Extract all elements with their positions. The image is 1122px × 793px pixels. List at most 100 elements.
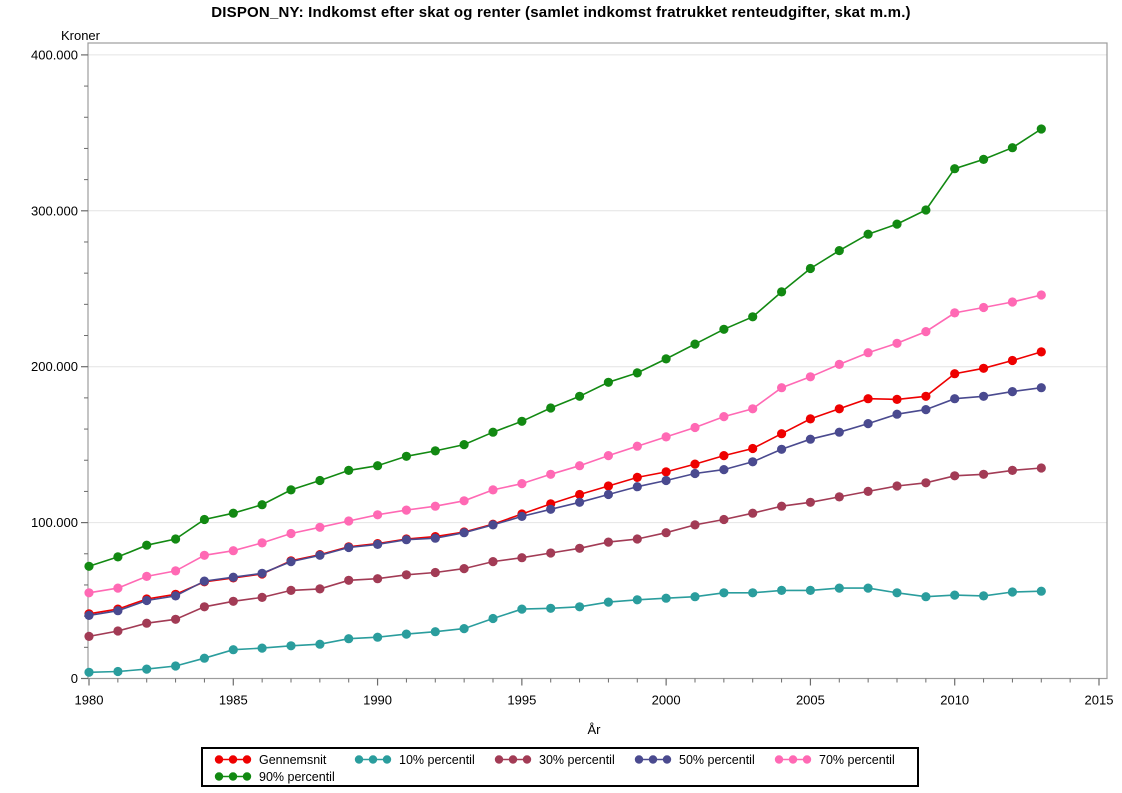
data-point-90-percentil	[286, 485, 296, 495]
data-point-50-percentil	[257, 568, 267, 578]
data-point-30-percentil	[719, 514, 729, 525]
series-line-10-percentil	[88, 587, 1042, 674]
series-50-percentil	[84, 383, 1046, 621]
data-point-90-percentil	[892, 219, 902, 229]
legend-label: 90% percentil	[259, 769, 335, 784]
data-point-10-percentil	[575, 602, 585, 612]
data-point-70-percentil	[84, 588, 94, 598]
data-point-30-percentil	[1007, 465, 1018, 475]
data-point-90-percentil	[632, 368, 642, 378]
data-point-30-percentil	[257, 592, 267, 603]
data-point-50-percentil	[546, 504, 556, 514]
data-point-90-percentil	[1036, 124, 1046, 134]
data-point-90-percentil	[401, 451, 411, 461]
data-point-50-percentil	[834, 427, 844, 437]
data-point-50-percentil	[921, 405, 931, 415]
data-point-10-percentil	[171, 661, 181, 671]
y-axis-title: Kroner	[60, 28, 100, 43]
data-point-90-percentil	[834, 246, 844, 256]
data-point-10-percentil	[373, 632, 383, 642]
data-point-10-percentil	[863, 583, 873, 593]
series-10-percentil	[84, 583, 1046, 677]
data-point-90-percentil	[661, 354, 671, 364]
data-point-50-percentil	[286, 557, 296, 567]
y-tick-label: 200.000	[31, 359, 78, 374]
data-point-70-percentil	[199, 550, 209, 560]
data-point-50-percentil	[950, 394, 960, 404]
data-point-70-percentil	[142, 571, 152, 582]
x-tick-label: 1980	[75, 693, 104, 708]
data-point-gennemsnit	[632, 472, 642, 482]
x-tick-label: 1985	[219, 693, 248, 708]
legend-row-1: Gennemsnit 10% percentil 30% percentil 50% …	[213, 751, 917, 768]
data-point-30-percentil	[863, 486, 873, 496]
legend-row-2: 90% percentil	[213, 768, 917, 785]
data-point-30-percentil	[575, 543, 585, 553]
data-point-10-percentil	[719, 588, 729, 598]
data-point-gennemsnit	[863, 394, 873, 404]
data-point-90-percentil	[142, 540, 152, 550]
data-point-10-percentil	[777, 585, 787, 596]
data-point-90-percentil	[84, 561, 94, 571]
data-point-30-percentil	[344, 575, 354, 585]
data-point-90-percentil	[546, 403, 556, 413]
data-point-50-percentil	[748, 457, 758, 467]
data-point-30-percentil	[921, 478, 931, 488]
data-point-90-percentil	[863, 229, 873, 239]
data-point-50-percentil	[84, 610, 94, 621]
x-tick-label: 2000	[652, 693, 681, 708]
data-point-70-percentil	[892, 338, 902, 348]
legend-item-10-percentil: 10% percentil	[353, 753, 493, 767]
data-point-70-percentil	[834, 359, 844, 369]
data-point-30-percentil	[892, 481, 902, 491]
data-point-10-percentil	[805, 585, 816, 596]
data-point-50-percentil	[892, 409, 902, 419]
data-point-50-percentil	[228, 572, 238, 582]
data-point-50-percentil	[777, 444, 787, 454]
data-point-70-percentil	[430, 501, 440, 511]
data-point-10-percentil	[979, 591, 989, 601]
plot-frame	[87, 42, 1108, 680]
data-point-30-percentil	[373, 574, 383, 584]
data-point-30-percentil	[546, 548, 556, 558]
legend-marker-icon	[214, 755, 252, 764]
y-tick-label: 300.000	[31, 203, 78, 218]
legend-label: 30% percentil	[539, 752, 615, 767]
data-point-90-percentil	[430, 446, 440, 456]
data-point-10-percentil	[257, 643, 267, 653]
series-line-70-percentil	[88, 294, 1042, 594]
data-point-10-percentil	[748, 588, 758, 598]
data-point-10-percentil	[84, 667, 94, 677]
x-tick-label: 2010	[940, 693, 969, 708]
data-point-30-percentil	[748, 508, 758, 518]
data-point-70-percentil	[401, 505, 411, 515]
data-point-30-percentil	[459, 564, 469, 574]
data-point-50-percentil	[315, 550, 325, 560]
x-tick-label: 1990	[363, 693, 392, 708]
y-tick-label: 100.000	[31, 515, 78, 530]
data-point-gennemsnit	[603, 481, 614, 491]
data-point-30-percentil	[1036, 463, 1046, 473]
data-point-50-percentil	[142, 595, 152, 606]
legend-marker-icon	[774, 755, 812, 764]
data-point-90-percentil	[719, 324, 729, 334]
data-point-70-percentil	[344, 516, 354, 526]
legend-marker-icon	[354, 755, 392, 764]
data-point-30-percentil	[315, 584, 325, 594]
data-point-50-percentil	[401, 535, 411, 545]
data-point-50-percentil	[603, 489, 614, 500]
data-point-gennemsnit	[661, 467, 671, 477]
data-point-10-percentil	[199, 653, 209, 663]
x-tick-label: 2015	[1085, 693, 1114, 708]
data-point-50-percentil	[199, 576, 209, 586]
series-line-30-percentil	[88, 467, 1042, 638]
series-70-percentil	[84, 290, 1046, 598]
data-point-70-percentil	[575, 461, 585, 471]
data-point-gennemsnit	[719, 451, 729, 461]
data-point-70-percentil	[459, 496, 469, 506]
income-line-chart: 0 100.000 200.000 300.000 400.000 1980 1985 199…	[31, 42, 1114, 708]
data-point-90-percentil	[459, 440, 469, 450]
data-point-30-percentil	[199, 602, 209, 612]
legend-label: 10% percentil	[399, 752, 475, 767]
